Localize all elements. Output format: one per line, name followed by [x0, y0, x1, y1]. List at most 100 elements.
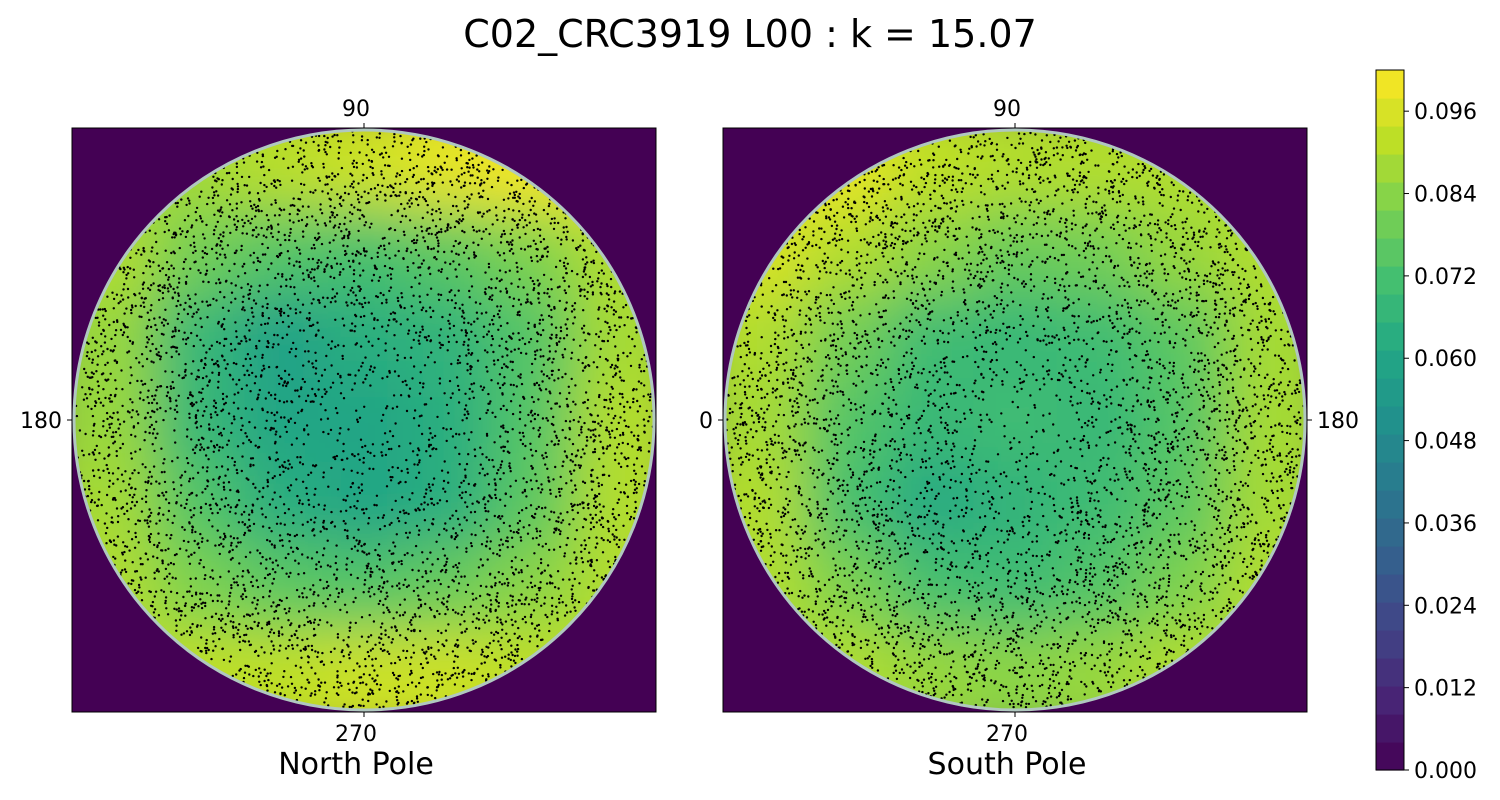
pole-point	[217, 278, 221, 281]
pole-point	[103, 522, 107, 525]
pole-point	[379, 664, 383, 668]
pole-point	[363, 578, 367, 582]
pole-point	[436, 231, 439, 235]
pole-point	[179, 491, 182, 494]
pole-point	[247, 640, 251, 643]
pole-point	[463, 668, 466, 672]
pole-point	[499, 666, 502, 669]
pole-point	[556, 570, 560, 573]
pole-point	[266, 345, 270, 349]
pole-point	[288, 238, 291, 242]
pole-point	[626, 442, 630, 446]
pole-point	[622, 306, 625, 309]
pole-point	[202, 437, 205, 440]
pole-point	[160, 471, 164, 474]
pole-point	[278, 465, 281, 469]
pole-point	[469, 372, 472, 375]
pole-point	[322, 430, 325, 434]
pole-point	[433, 655, 436, 658]
pole-point	[473, 320, 476, 323]
pole-point	[447, 193, 450, 196]
pole-point	[201, 256, 204, 259]
pole-point	[440, 631, 443, 635]
pole-point	[352, 279, 356, 283]
pole-point	[569, 610, 572, 613]
pole-point	[270, 662, 273, 665]
pole-point	[151, 246, 154, 249]
pole-point	[490, 651, 494, 655]
pole-point	[333, 295, 337, 298]
pole-point	[130, 304, 134, 307]
pole-point	[352, 291, 355, 294]
pole-point	[115, 293, 119, 296]
pole-point	[534, 357, 537, 361]
pole-point	[167, 563, 170, 566]
pole-point	[484, 287, 487, 291]
pole-point	[347, 192, 350, 196]
pole-point	[221, 179, 224, 182]
pole-point	[174, 202, 177, 205]
pole-point	[475, 154, 478, 157]
pole-point	[164, 273, 168, 277]
density-cell	[572, 378, 655, 463]
pole-point	[586, 494, 589, 497]
pole-point	[441, 315, 444, 319]
pole-point	[480, 662, 483, 665]
pole-point	[470, 323, 473, 326]
pole-point	[240, 469, 243, 473]
pole-point	[417, 180, 420, 184]
pole-point	[458, 263, 461, 266]
pole-point	[227, 309, 230, 312]
pole-point	[406, 247, 409, 250]
pole-point	[359, 287, 362, 291]
pole-point	[542, 329, 545, 332]
pole-point	[466, 206, 469, 209]
pole-point	[622, 524, 625, 527]
pole-point	[537, 505, 540, 509]
pole-point	[172, 274, 175, 278]
pole-point	[419, 266, 422, 269]
pole-point	[185, 630, 189, 633]
pole-point	[279, 314, 283, 317]
pole-point	[565, 301, 568, 304]
pole-point	[513, 196, 516, 199]
pole-point	[597, 395, 601, 399]
pole-point	[135, 570, 139, 573]
pole-point	[163, 286, 166, 290]
pole-point	[92, 474, 96, 478]
pole-point	[362, 215, 366, 218]
pole-point	[112, 297, 116, 301]
pole-point	[308, 324, 312, 328]
pole-point	[464, 490, 467, 494]
pole-point	[106, 295, 109, 298]
pole-point	[594, 435, 597, 438]
pole-point	[502, 404, 505, 408]
pole-point	[301, 272, 305, 275]
pole-point	[563, 552, 567, 555]
pole-point	[389, 273, 393, 276]
pole-point	[619, 376, 622, 379]
pole-point	[90, 500, 93, 504]
pole-point	[423, 145, 426, 148]
pole-point	[546, 292, 549, 295]
pole-point	[421, 561, 425, 564]
pole-point	[499, 407, 503, 411]
pole-point	[553, 221, 556, 225]
pole-point	[298, 502, 301, 505]
pole-point	[337, 344, 340, 347]
pole-point	[251, 601, 254, 604]
pole-point	[573, 606, 576, 609]
pole-point	[496, 592, 499, 595]
pole-point	[339, 271, 342, 274]
pole-point	[310, 644, 314, 648]
pole-point	[147, 259, 151, 262]
pole-point	[382, 611, 385, 614]
pole-point	[404, 656, 408, 660]
pole-point	[198, 391, 201, 394]
pole-point	[451, 204, 455, 208]
pole-point	[457, 570, 460, 573]
pole-point	[216, 386, 220, 389]
pole-point	[535, 507, 538, 511]
pole-point	[310, 162, 313, 165]
pole-point	[480, 312, 483, 315]
